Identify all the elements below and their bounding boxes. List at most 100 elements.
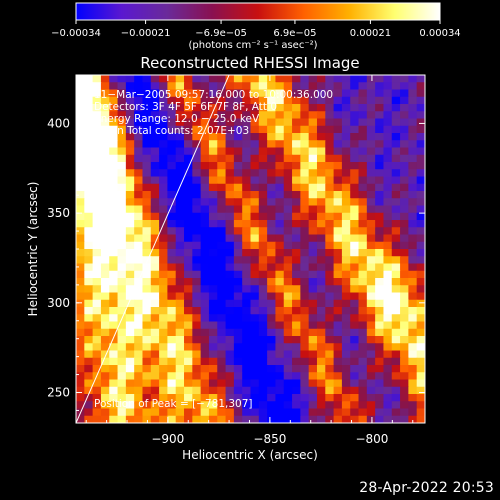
heatmap-cell [125, 140, 135, 149]
heatmap-cell [134, 234, 144, 243]
heatmap-cell [233, 256, 243, 265]
heatmap-cell [325, 249, 335, 257]
heatmap-cell [150, 314, 160, 323]
heatmap-cell [159, 234, 169, 243]
heatmap-cell [292, 379, 301, 388]
heatmap-cell [283, 96, 293, 105]
heatmap-cell [300, 104, 310, 112]
heatmap-cell [350, 125, 360, 134]
heatmap-cell [109, 350, 119, 359]
heatmap-cell [192, 241, 202, 250]
x-tick-label: −850 [253, 432, 286, 446]
heatmap-cell [341, 328, 351, 337]
heatmap-cell [92, 386, 102, 395]
heatmap-cell [308, 191, 318, 199]
heatmap-cell [192, 162, 202, 170]
heatmap-cell [250, 263, 260, 272]
heatmap-cell [125, 256, 135, 265]
heatmap-cell [325, 133, 335, 141]
heatmap-cell [233, 75, 243, 83]
heatmap-cell [134, 336, 144, 344]
heatmap-cell [316, 212, 326, 221]
heatmap-cell [192, 147, 202, 156]
heatmap-cell [233, 147, 243, 156]
heatmap-cell [416, 379, 425, 388]
heatmap-cell [350, 212, 360, 221]
heatmap-cell [200, 299, 210, 308]
heatmap-cell [92, 169, 102, 178]
heatmap-cell [383, 183, 393, 192]
heatmap-cell [167, 249, 177, 257]
heatmap-cell [233, 104, 243, 112]
heatmap-cell [283, 205, 293, 214]
heatmap-cell [134, 75, 144, 83]
heatmap-cell [134, 154, 144, 163]
heatmap-cell [350, 270, 360, 279]
heatmap-cell [383, 278, 393, 286]
heatmap-cell [416, 140, 425, 149]
heatmap-cell [325, 191, 335, 199]
heatmap-cell [350, 343, 360, 352]
heatmap-cell [117, 415, 127, 423]
heatmap-cell [159, 162, 169, 170]
heatmap-cell [358, 379, 368, 388]
heatmap-cell [308, 147, 318, 156]
heatmap-cell [292, 212, 301, 221]
heatmap-cell [117, 365, 127, 373]
heatmap-cell [333, 350, 343, 359]
heatmap-cell [233, 321, 243, 330]
heatmap-cell [292, 314, 301, 323]
heatmap-cell [267, 162, 277, 170]
heatmap-cell [92, 140, 102, 149]
heatmap-cell [76, 183, 85, 192]
heatmap-cell [375, 299, 385, 308]
heatmap-cell [84, 140, 94, 149]
heatmap-cell [109, 140, 119, 149]
heatmap-cell [208, 147, 218, 156]
heatmap-cell [250, 394, 260, 402]
heatmap-cell [175, 191, 185, 199]
heatmap-cell [92, 278, 102, 286]
heatmap-cell [408, 343, 418, 352]
heatmap-cell [375, 263, 385, 272]
heatmap-cell [109, 176, 119, 185]
heatmap-cell [283, 328, 293, 337]
heatmap-cell [167, 111, 177, 120]
heatmap-cell [233, 82, 243, 91]
heatmap-cell [300, 169, 310, 178]
heatmap-cell [350, 401, 360, 410]
heatmap-cell [383, 220, 393, 228]
heatmap-cell [391, 401, 401, 410]
heatmap-cell [366, 372, 376, 381]
heatmap-cell [84, 379, 94, 388]
heatmap-cell [92, 198, 102, 207]
heatmap-cell [300, 263, 310, 272]
heatmap-cell [341, 314, 351, 323]
heatmap-cell [184, 394, 193, 402]
heatmap-cell [375, 227, 385, 236]
heatmap-cell [159, 256, 169, 265]
heatmap-cell [358, 314, 368, 323]
heatmap-cell [333, 314, 343, 323]
heatmap-cell [300, 249, 310, 257]
heatmap-cell [333, 89, 343, 98]
heatmap-cell [308, 299, 318, 308]
heatmap-cell [275, 198, 285, 207]
heatmap-cell [150, 241, 160, 250]
heatmap-cell [242, 162, 252, 170]
heatmap-cell [275, 220, 285, 228]
heatmap-cell [233, 89, 243, 98]
heatmap-cell [391, 82, 401, 91]
heatmap-cell [150, 154, 160, 163]
heatmap-cell [325, 394, 335, 402]
heatmap-cell [358, 321, 368, 330]
heatmap-cell [242, 292, 252, 301]
heatmap-cell [117, 75, 127, 83]
heatmap-cell [200, 336, 210, 344]
heatmap-cell [358, 241, 368, 250]
heatmap-cell [117, 96, 127, 105]
heatmap-cell [300, 140, 310, 149]
heatmap-cell [109, 256, 119, 265]
heatmap-cell [200, 169, 210, 178]
heatmap-cell [208, 176, 218, 185]
